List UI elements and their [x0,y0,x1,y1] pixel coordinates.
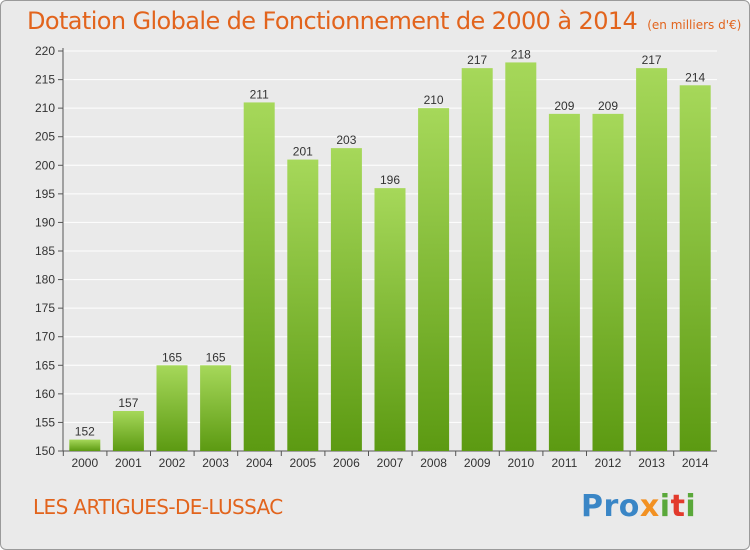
y-tick-label: 150 [35,444,55,458]
x-tick-label: 2006 [333,456,360,470]
bar-2013 [636,68,668,452]
data-label-2013: 217 [642,53,662,67]
bars [69,62,711,452]
y-tick-label: 170 [35,330,55,344]
x-tick-label: 2009 [464,456,491,470]
y-tick-label: 195 [35,187,55,201]
x-tick-label: 2000 [71,456,98,470]
chart-unit-note: (en milliers d'€) [647,18,742,32]
bar-2000 [69,439,101,451]
bar-2010 [505,62,537,452]
y-tick-label: 165 [35,358,55,372]
logo-part-t: t [670,489,686,524]
x-tick-label: 2012 [595,456,622,470]
y-tick-label: 155 [35,415,55,429]
chart-title: Dotation Globale de Fonctionnement de 20… [27,7,741,35]
data-label-2010: 218 [511,47,531,61]
data-label-2001: 157 [118,396,138,410]
bar-2003 [200,365,232,451]
x-tick-label: 2001 [115,456,142,470]
data-label-2014: 214 [685,70,705,84]
data-label-2007: 196 [380,173,400,187]
y-tick-label: 160 [35,387,55,401]
commune-name: LES ARTIGUES-DE-LUSSAC [33,495,283,519]
data-label-2000: 152 [75,425,95,439]
y-tick-label: 185 [35,244,55,258]
data-label-2004: 211 [250,87,269,101]
y-tick-label: 200 [35,158,55,172]
y-tick-label: 215 [35,73,55,87]
x-tick-label: 2003 [202,456,229,470]
y-tick-label: 220 [35,44,55,58]
data-label-2002: 165 [162,350,182,364]
data-labels: 152 157 165 165 211 201 203 196 210 217 218 209 209 2… [75,47,706,438]
data-label-2011: 209 [554,99,574,113]
data-label-2003: 165 [206,350,226,364]
bar-2004 [243,102,275,451]
logo-part-pro: Pro [581,489,640,524]
x-tick-label: 2011 [551,456,577,470]
bar-2008 [418,108,450,452]
data-label-2008: 210 [424,93,444,107]
x-tick-label: 2002 [159,456,186,470]
bar-2009 [461,68,493,452]
bar-2014 [679,85,711,452]
bar-2012 [592,113,624,451]
proxiti-logo[interactable]: Proxiti [581,489,696,524]
x-tick-label: 2014 [682,456,709,470]
x-tick-label: 2008 [420,456,447,470]
logo-part-x: x [639,489,660,524]
bar-2011 [548,113,580,451]
y-tick-label: 180 [35,273,55,287]
bar-2001 [112,411,144,451]
x-tick-label: 2004 [246,456,273,470]
logo-part-i: i [659,489,671,524]
x-tick-label: 2007 [377,456,404,470]
data-label-2006: 203 [336,133,356,147]
x-tick-label: 2010 [507,456,534,470]
bar-2002 [156,365,188,451]
y-tick-label: 175 [35,301,55,315]
chart-title-text: Dotation Globale de Fonctionnement de 20… [27,7,638,35]
bar-2007 [374,188,406,451]
bar-2005 [287,159,319,452]
x-tick-label: 2013 [638,456,665,470]
y-tick-label: 205 [35,130,55,144]
y-tick-label: 190 [35,215,55,229]
data-label-2005: 201 [293,145,313,159]
bar-2006 [330,148,362,451]
logo-part-i2: i [685,489,697,524]
data-label-2009: 217 [467,53,487,67]
x-tick-label: 2005 [289,456,316,470]
y-tick-label: 210 [35,101,55,115]
data-label-2012: 209 [598,99,618,113]
